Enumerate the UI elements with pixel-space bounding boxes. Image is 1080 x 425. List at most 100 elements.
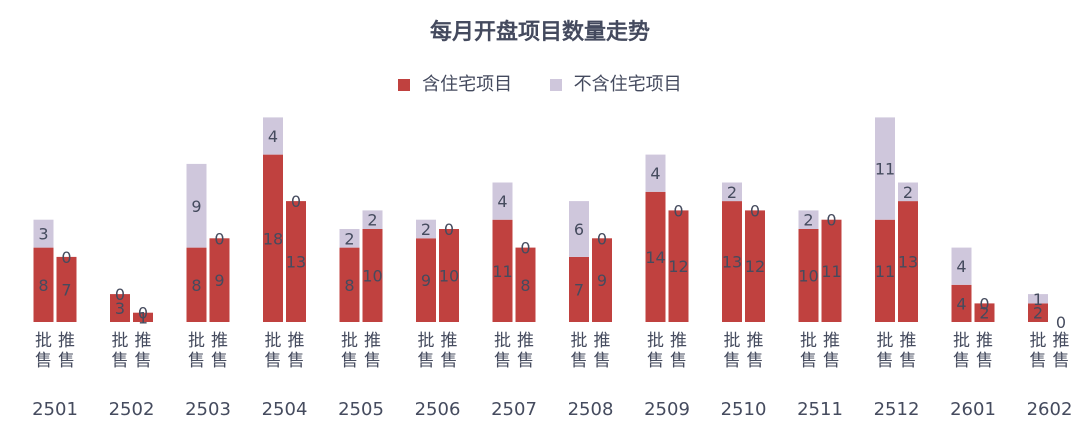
sub-label-2601-0: 批售 xyxy=(953,331,970,371)
sub-label-char: 推 xyxy=(1053,331,1070,351)
sub-label-char: 推 xyxy=(976,331,993,351)
bar-residential-2503-1[interactable] xyxy=(209,238,230,322)
data-label-residential-2602-1: 0 xyxy=(1056,313,1066,332)
bar-residential-2504-0[interactable] xyxy=(263,154,283,322)
bar-residential-2507-1[interactable] xyxy=(515,247,536,322)
data-label-residential-2505-0: 8 xyxy=(344,276,354,295)
bar-residential-2512-0[interactable] xyxy=(875,219,895,322)
bar-residential-2505-1[interactable] xyxy=(362,229,383,322)
bar-residential-2601-1[interactable] xyxy=(974,303,995,322)
legend-swatch-non-residential xyxy=(549,79,562,91)
bar-residential-2505-0[interactable] xyxy=(339,247,360,322)
data-label-non-residential-2507-1: 0 xyxy=(520,239,530,258)
data-label-residential-2509-0: 14 xyxy=(645,248,665,267)
bar-non-residential-2503-0[interactable] xyxy=(186,163,207,248)
bar-residential-2508-0[interactable] xyxy=(569,256,589,322)
bar-non-residential-2510-0[interactable] xyxy=(722,182,742,202)
sub-label-char: 售 xyxy=(135,351,152,371)
bar-residential-2511-0[interactable] xyxy=(798,229,819,322)
data-label-non-residential-2508-0: 6 xyxy=(574,220,584,239)
bar-residential-2501-1[interactable] xyxy=(56,256,77,322)
data-label-non-residential-2503-1: 0 xyxy=(214,229,224,248)
bar-residential-2511-1[interactable] xyxy=(821,219,842,322)
data-label-non-residential-2508-1: 0 xyxy=(597,229,607,248)
bar-non-residential-2511-0[interactable] xyxy=(798,210,819,229)
sub-label-char: 批 xyxy=(800,331,817,351)
data-label-non-residential-2503-0: 9 xyxy=(191,197,201,216)
bar-residential-2507-0[interactable] xyxy=(492,219,513,322)
bar-residential-2502-1[interactable] xyxy=(133,312,153,322)
sub-label-char: 批 xyxy=(724,331,741,351)
sub-label-char: 批 xyxy=(877,331,894,351)
data-label-non-residential-2602-0: 1 xyxy=(1033,290,1043,309)
sub-label-char: 售 xyxy=(900,351,917,371)
sub-label-char: 售 xyxy=(211,351,228,371)
sub-label-2601-1: 推售 xyxy=(976,331,993,371)
data-label-non-residential-2506-1: 0 xyxy=(444,220,454,239)
legend-item-residential[interactable]: 含住宅项目 xyxy=(398,70,512,96)
sub-label-char: 售 xyxy=(517,351,534,371)
data-label-residential-2511-0: 10 xyxy=(798,267,818,286)
sub-label-2506-0: 批售 xyxy=(418,331,435,371)
bar-residential-2502-0[interactable] xyxy=(110,294,130,322)
data-label-non-residential-2501-1: 0 xyxy=(61,248,71,267)
bar-non-residential-2512-1[interactable] xyxy=(898,182,918,202)
bar-non-residential-2507-0[interactable] xyxy=(492,182,513,220)
category-label-2510: 2510 xyxy=(721,399,767,420)
data-label-non-residential-2512-1: 2 xyxy=(903,183,913,202)
bar-residential-2504-1[interactable] xyxy=(286,201,306,322)
bar-non-residential-2506-0[interactable] xyxy=(416,219,436,239)
sub-label-2504-1: 推售 xyxy=(288,331,305,371)
sub-label-char: 批 xyxy=(418,331,435,351)
bar-residential-2501-0[interactable] xyxy=(33,247,54,322)
bar-non-residential-2501-0[interactable] xyxy=(33,219,54,248)
data-label-residential-2507-0: 11 xyxy=(492,262,512,281)
bar-residential-2512-1[interactable] xyxy=(898,201,918,322)
bar-residential-2508-1[interactable] xyxy=(592,238,612,322)
data-label-residential-2508-0: 7 xyxy=(574,280,584,299)
sub-label-2503-0: 批售 xyxy=(188,331,205,371)
data-label-non-residential-2510-0: 2 xyxy=(727,183,737,202)
bar-residential-2509-1[interactable] xyxy=(668,210,689,322)
data-label-non-residential-2504-1: 0 xyxy=(291,192,301,211)
bar-residential-2510-1[interactable] xyxy=(745,210,765,322)
data-label-residential-2602-0: 2 xyxy=(1033,304,1043,323)
sub-label-2511-1: 推售 xyxy=(823,331,840,371)
sub-label-2503-1: 推售 xyxy=(211,331,228,371)
data-label-non-residential-2505-1: 2 xyxy=(367,211,377,230)
data-label-residential-2501-1: 7 xyxy=(61,280,71,299)
bar-non-residential-2505-0[interactable] xyxy=(339,229,360,248)
bar-non-residential-2508-0[interactable] xyxy=(569,201,589,257)
sub-label-char: 售 xyxy=(112,351,129,371)
bar-residential-2510-0[interactable] xyxy=(722,201,742,322)
category-label-2509: 2509 xyxy=(644,399,690,420)
bar-residential-2506-0[interactable] xyxy=(416,238,436,322)
sub-label-2512-0: 批售 xyxy=(877,331,894,371)
data-label-non-residential-2502-0: 0 xyxy=(115,285,125,304)
legend-item-non-residential[interactable]: 不含住宅项目 xyxy=(549,70,682,96)
data-label-residential-2507-1: 8 xyxy=(520,276,530,295)
data-label-non-residential-2509-1: 0 xyxy=(673,201,683,220)
bar-non-residential-2601-0[interactable] xyxy=(951,247,972,285)
sub-label-char: 推 xyxy=(211,331,228,351)
legend-label-non-residential: 不含住宅项目 xyxy=(573,74,682,95)
bar-non-residential-2512-0[interactable] xyxy=(875,117,895,220)
bar-non-residential-2505-1[interactable] xyxy=(362,210,383,229)
bar-residential-2503-0[interactable] xyxy=(186,247,207,322)
sub-label-char: 批 xyxy=(571,331,588,351)
bar-residential-2509-0[interactable] xyxy=(645,191,666,322)
sub-label-char: 售 xyxy=(976,351,993,371)
data-label-non-residential-2510-1: 0 xyxy=(750,201,760,220)
bar-non-residential-2509-0[interactable] xyxy=(645,154,666,192)
bar-residential-2601-0[interactable] xyxy=(951,284,972,322)
bar-non-residential-2504-0[interactable] xyxy=(263,117,283,155)
bar-residential-2602-0[interactable] xyxy=(1028,303,1048,322)
sub-label-2507-1: 推售 xyxy=(517,331,534,371)
bar-non-residential-2602-0[interactable] xyxy=(1028,294,1048,304)
sub-label-char: 批 xyxy=(647,331,664,351)
data-label-residential-2506-1: 10 xyxy=(439,267,459,286)
bar-residential-2506-1[interactable] xyxy=(439,229,459,322)
sub-label-2504-0: 批售 xyxy=(265,331,282,371)
legend-swatch-residential xyxy=(398,79,411,91)
